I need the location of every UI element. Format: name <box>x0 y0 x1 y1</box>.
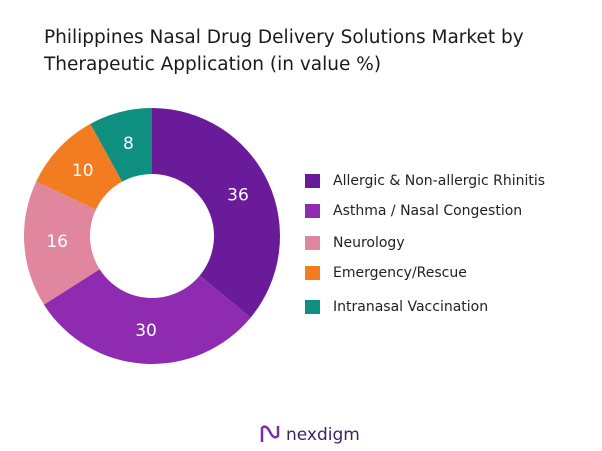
legend-label: Allergic & Non-allergic Rhinitis <box>333 173 545 189</box>
value-label: 10 <box>72 161 94 181</box>
value-label: 36 <box>227 186 249 206</box>
legend-label: Emergency/Rescue <box>333 265 467 281</box>
chart-title: Philippines Nasal Drug Delivery Solution… <box>44 27 524 75</box>
donut-slice <box>36 123 123 210</box>
legend-label: Neurology <box>333 235 405 251</box>
legend-swatch <box>305 236 320 250</box>
value-label: 8 <box>123 134 134 154</box>
donut-slice <box>90 108 152 182</box>
donut-slice <box>23 181 100 305</box>
legend-swatch <box>305 300 320 314</box>
legend-label: Intranasal Vaccination <box>333 299 488 315</box>
donut-slice <box>152 108 280 318</box>
logo-icon <box>260 425 280 442</box>
value-label: 30 <box>135 321 157 341</box>
legend-swatch <box>305 174 320 188</box>
value-label: 16 <box>46 232 68 252</box>
legend-swatch <box>305 266 320 280</box>
legend-swatch <box>305 204 320 218</box>
logo-text: nexdigm <box>286 425 360 445</box>
legend-label: Asthma / Nasal Congestion <box>333 203 522 219</box>
donut-slice <box>43 269 251 365</box>
